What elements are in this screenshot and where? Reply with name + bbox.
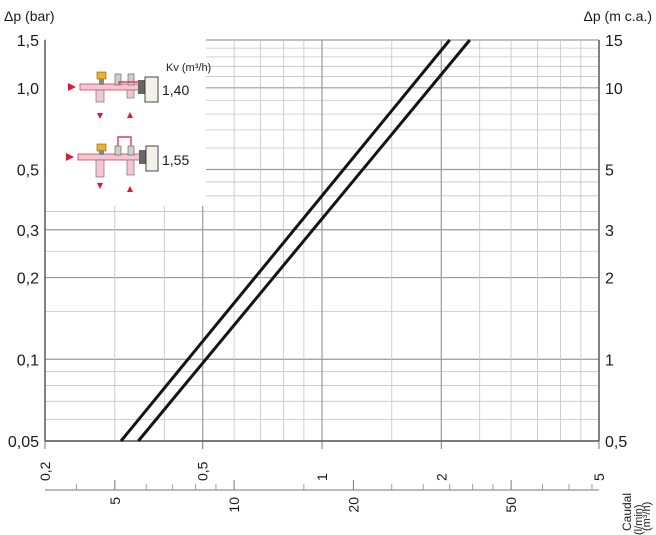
x-m3h-tick-label: 1: [314, 473, 330, 481]
right-tick-label: 5: [605, 163, 614, 180]
x-axis-m3h-ticks: 0,2 0,5 1 2 5: [37, 441, 607, 481]
legend-background: [46, 38, 206, 206]
x-m3h-tick-label: 0,5: [195, 461, 211, 481]
right-axis-label: Δp (m c.a.): [584, 8, 652, 24]
x-m3h-tick-label: 0,2: [37, 461, 53, 481]
left-tick-label: 0,05: [8, 434, 39, 451]
left-axis-label: Δp (bar): [4, 8, 55, 24]
left-tick-label: 1,5: [17, 33, 39, 50]
right-axis-ticks: 15 10 5 3 2 1 0,5: [605, 33, 627, 451]
legend-header: Kv (m³/h): [166, 62, 211, 74]
right-tick-label: 3: [605, 223, 614, 240]
x-m3h-tick-label: 5: [591, 473, 607, 481]
left-tick-label: 0,5: [17, 163, 39, 180]
series-line-kv-1: [119, 39, 451, 442]
left-tick-label: 0,3: [17, 223, 39, 240]
right-tick-label: 0,5: [605, 434, 627, 451]
curves: [119, 39, 471, 442]
right-tick-label: 2: [605, 271, 614, 288]
x-lmin-tick-label: 20: [345, 497, 361, 513]
right-tick-label: 10: [605, 81, 623, 98]
left-tick-label: 0,1: [17, 352, 39, 369]
x-lmin-tick-label: 5: [107, 497, 123, 505]
x-axis-lmin-ticks: 5 10 20 50: [45, 480, 599, 513]
legend-inset: Kv (m³/h) 1,40: [46, 38, 211, 206]
right-tick-label: 1: [605, 352, 614, 369]
x-axis-m3h-unit: (m³/h): [641, 502, 653, 531]
series-line-kv-2: [137, 39, 471, 442]
x-lmin-tick-label: 10: [226, 497, 242, 513]
legend-kv-1: 1,40: [162, 82, 189, 98]
x-axis-lmin-unit: (l/min): [633, 504, 645, 535]
x-lmin-tick-label: 50: [503, 497, 519, 513]
legend-kv-2: 1,55: [162, 152, 189, 168]
x-axis-title: Caudal: [620, 493, 634, 531]
x-m3h-tick-label: 2: [433, 473, 449, 481]
left-tick-label: 0,2: [17, 271, 39, 288]
valve-assembly-2-icon: [66, 136, 159, 192]
left-tick-label: 1,0: [17, 81, 39, 98]
right-tick-label: 15: [605, 33, 623, 50]
left-axis-ticks: 1,5 1,0 0,5 0,3 0,2 0,1 0,05: [8, 33, 39, 451]
valve-assembly-1-icon: [68, 71, 159, 119]
